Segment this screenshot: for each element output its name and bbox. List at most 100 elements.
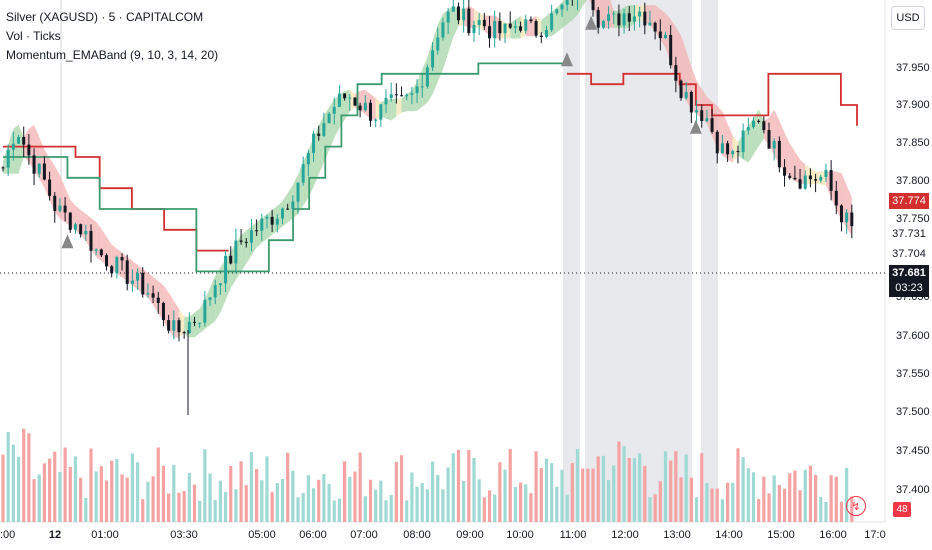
candle-body [498, 20, 502, 34]
candle-body [534, 21, 538, 36]
ema-band-segment [391, 98, 397, 121]
candle-body [689, 92, 693, 113]
indicator-legend[interactable]: Momentum_EMABand (9, 10, 3, 14, 20) [6, 48, 219, 62]
candle-body [73, 224, 77, 230]
candle-body [63, 205, 67, 213]
candle-body [601, 20, 605, 28]
ema-band-segment [510, 19, 516, 39]
y-tick-label: 37.600 [896, 330, 930, 342]
symbol-title[interactable]: Silver (XAGUSD) · 5 · CAPITALCOM [6, 10, 204, 24]
volume-legend[interactable]: Vol · Ticks [6, 29, 61, 43]
lightning-icon[interactable]: ↯ [846, 496, 866, 516]
volume-bar [612, 465, 616, 522]
ema-band-segment [479, 12, 485, 32]
volume-bar [632, 458, 637, 522]
volume-bar [63, 447, 67, 522]
candle-body [374, 119, 378, 121]
volume-bar [410, 472, 414, 522]
candle-body [317, 133, 321, 136]
volume-bar [622, 446, 626, 522]
volume-bar [518, 482, 523, 522]
candle-body [431, 50, 435, 68]
volume-bar [182, 490, 186, 522]
x-tick-label: 14:00 [715, 529, 743, 541]
candle-body [451, 6, 455, 12]
volume-bar [42, 463, 47, 522]
volume-bar [306, 475, 310, 522]
candle-body [736, 151, 740, 153]
candle-body [415, 86, 419, 94]
candle-body [550, 13, 554, 30]
volume-bar [767, 493, 771, 522]
x-tick-label: 15:00 [767, 529, 795, 541]
volume-bar [834, 476, 838, 522]
candle-body [638, 11, 642, 17]
volume-bar [493, 494, 497, 522]
candle-body [819, 176, 823, 181]
signal-marker-0 [61, 234, 74, 249]
volume-bar [384, 500, 388, 522]
ema-band-segment [39, 137, 45, 188]
candle-body [79, 224, 83, 235]
volume-bar [710, 488, 714, 522]
volume-bar [762, 476, 766, 522]
candle-body [368, 102, 372, 121]
volume-bar [570, 463, 574, 522]
volume-bar [265, 456, 269, 522]
volume-bar [37, 474, 41, 522]
x-tick-label: 01:00 [91, 529, 119, 541]
volume-bar [379, 480, 383, 522]
ema-band-segment [582, 0, 587, 7]
volume-bar [808, 465, 813, 522]
candle-body [53, 195, 57, 211]
candle-body [669, 34, 673, 66]
volume-bar [374, 489, 378, 522]
candle-body [519, 26, 523, 31]
volume-bar [581, 468, 585, 522]
volume-bar [446, 467, 450, 522]
y-tick-label: 37.500 [896, 406, 930, 418]
candle-body [348, 97, 352, 99]
candle-body [141, 272, 145, 295]
x-tick-label: 17:0 [864, 529, 885, 541]
signal-marker-2 [585, 15, 598, 30]
volume-bar [198, 500, 202, 522]
candle-body [658, 31, 662, 39]
volume-bar [674, 451, 678, 522]
volume-bar [32, 479, 36, 522]
ema-band-segment [241, 230, 247, 272]
volume-bar [798, 490, 802, 522]
volume-bar [280, 479, 285, 522]
x-tick-label: 09:00 [456, 529, 484, 541]
candle-body [565, 0, 569, 5]
candle-body [301, 164, 305, 183]
volume-bar [120, 474, 124, 522]
volume-bar [751, 472, 756, 522]
candle-body [746, 127, 750, 131]
candle-body [68, 212, 72, 230]
candle-body [710, 118, 714, 132]
ema-band-segment [360, 89, 366, 115]
volume-bar [415, 486, 419, 522]
volume-bar [550, 463, 554, 522]
candle-body [591, 0, 595, 11]
candle-body [99, 249, 103, 256]
volume-bar [99, 466, 103, 522]
volume-bar [793, 470, 797, 522]
volume-bar [327, 483, 331, 522]
volume-bar [705, 483, 709, 522]
ema-band-segment [153, 277, 159, 314]
volume-bar [203, 449, 207, 522]
ema-band-segment [572, 0, 578, 21]
candle-body [425, 67, 429, 87]
candle-body [679, 80, 683, 99]
volume-bar [53, 451, 57, 522]
candle-body [462, 8, 466, 21]
candle-body [674, 65, 678, 81]
currency-button[interactable]: USD [891, 6, 925, 30]
candle-body [156, 297, 160, 303]
x-tick-label: 06:00 [299, 529, 327, 541]
volume-bar [591, 468, 595, 522]
candle-body [555, 9, 559, 14]
